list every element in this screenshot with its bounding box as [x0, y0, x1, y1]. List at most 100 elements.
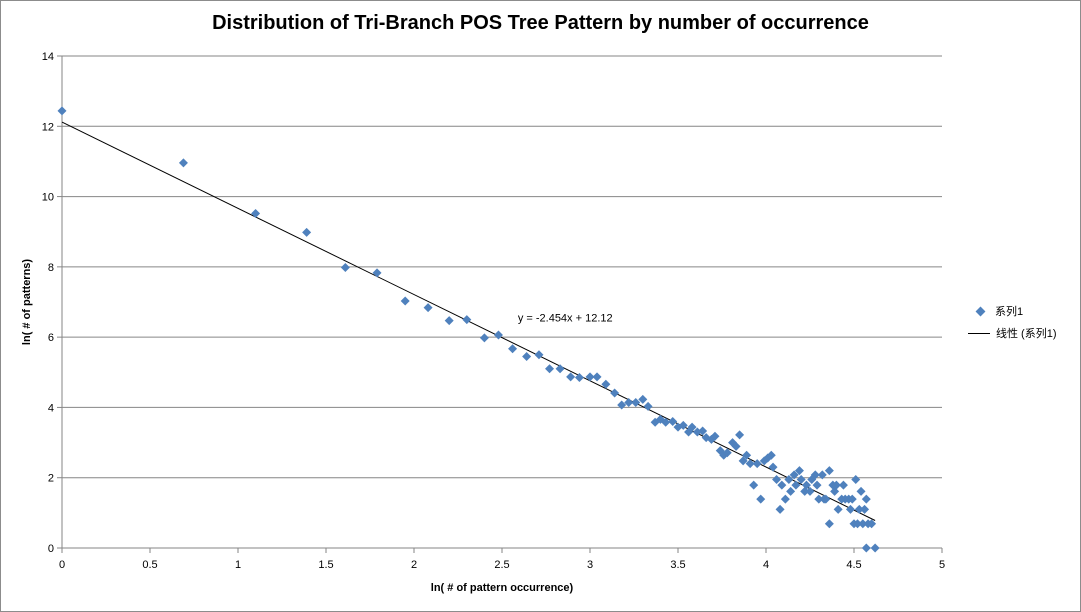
y-tick-label: 4: [48, 402, 54, 414]
data-point: [534, 350, 544, 360]
legend: 系列1 线性 (系列1): [968, 300, 1080, 344]
x-tick-label: 1.5: [318, 559, 333, 571]
data-point: [812, 480, 822, 490]
y-axis-title: ln( # of patterns): [21, 259, 33, 346]
data-point: [722, 448, 732, 458]
data-point: [574, 373, 584, 383]
gridlines: [62, 55, 942, 479]
data-point: [833, 504, 843, 514]
data-point: [444, 316, 454, 326]
x-tick-label: 3: [587, 559, 593, 571]
legend-item-trendline: 线性 (系列1): [968, 322, 1080, 344]
data-point: [810, 470, 820, 480]
data-point: [566, 372, 576, 382]
data-point: [710, 431, 720, 441]
x-tick-label: 3.5: [670, 559, 685, 571]
data-point: [794, 466, 804, 476]
data-point: [610, 388, 620, 398]
data-point: [251, 208, 261, 218]
data-point: [57, 106, 67, 116]
data-point: [624, 398, 634, 408]
data-point: [738, 456, 748, 466]
diamond-marker-icon: [975, 306, 986, 316]
data-point: [821, 494, 831, 504]
trendline-equation: y = -2.454x + 12.12: [518, 312, 613, 324]
data-point: [870, 543, 880, 553]
data-point: [789, 470, 799, 480]
data-point: [372, 268, 382, 278]
x-tick-label: 0: [59, 559, 65, 571]
data-point: [479, 333, 489, 343]
x-tick-label: 1: [235, 559, 241, 571]
data-point: [817, 470, 827, 480]
data-point: [302, 227, 312, 237]
data-point: [791, 480, 801, 490]
data-point: [861, 543, 871, 553]
y-tick-label: 8: [48, 262, 54, 274]
data-point: [545, 364, 555, 374]
data-point: [796, 474, 806, 484]
data-point: [805, 486, 815, 496]
data-point: [522, 351, 532, 361]
data-point: [462, 315, 472, 325]
data-point: [824, 519, 834, 529]
data-point: [601, 379, 611, 389]
data-point: [867, 519, 877, 529]
data-point: [831, 480, 841, 490]
y-tick-label: 10: [42, 192, 54, 204]
line-marker-icon: [968, 332, 990, 334]
y-tick-label: 0: [48, 543, 54, 555]
data-point: [768, 462, 778, 472]
x-tick-label: 2.5: [494, 559, 509, 571]
chart-title: Distribution of Tri-Branch POS Tree Patt…: [212, 12, 869, 34]
data-point: [780, 494, 790, 504]
data-point: [766, 450, 776, 460]
data-point: [668, 416, 678, 426]
y-tick-label: 14: [42, 51, 54, 63]
data-point: [508, 344, 518, 354]
data-point: [749, 480, 759, 490]
x-tick-label: 4.5: [846, 559, 861, 571]
data-point: [493, 330, 503, 340]
data-point: [555, 364, 565, 374]
data-point: [745, 459, 755, 469]
data-point: [178, 158, 188, 168]
data-point: [853, 519, 863, 529]
data-point: [735, 430, 745, 440]
data-point: [742, 450, 752, 460]
data-point: [777, 480, 787, 490]
data-point: [847, 494, 857, 504]
data-point: [585, 372, 595, 382]
data-point: [814, 494, 824, 504]
data-point: [861, 494, 871, 504]
data-point: [756, 494, 766, 504]
axes: [57, 55, 943, 553]
x-tick-label: 5: [939, 559, 945, 571]
data-point: [854, 504, 864, 514]
y-tick-label: 12: [42, 121, 54, 133]
y-tick-label: 6: [48, 332, 54, 344]
tick-labels: 0 2 4 6 8 10 12 14 0 0.5 1 1.5 2 2.5 3 3.5 4 4.5 5: [42, 51, 945, 571]
x-tick-label: 4: [763, 559, 769, 571]
data-point: [830, 486, 840, 496]
data-point: [661, 417, 671, 427]
data-point: [838, 480, 848, 490]
legend-item-series: 系列1: [968, 300, 1080, 322]
data-point: [400, 296, 410, 306]
legend-label-series: 系列1: [995, 306, 1024, 318]
data-point: [824, 466, 834, 476]
data-point: [423, 303, 433, 313]
data-point: [687, 422, 697, 432]
data-point: [800, 486, 810, 496]
axis-titles: ln( # of pattern occurrence) ln( # of pa…: [21, 259, 613, 594]
data-point: [845, 504, 855, 514]
legend-label-trendline: 线性 (系列1): [996, 328, 1057, 340]
data-point: [801, 480, 811, 490]
data-point: [592, 372, 602, 382]
y-tick-label: 2: [48, 473, 54, 485]
data-point: [784, 474, 794, 484]
data-point: [340, 263, 350, 273]
data-point: [752, 459, 762, 469]
data-point: [643, 401, 653, 411]
x-tick-label: 0.5: [142, 559, 157, 571]
